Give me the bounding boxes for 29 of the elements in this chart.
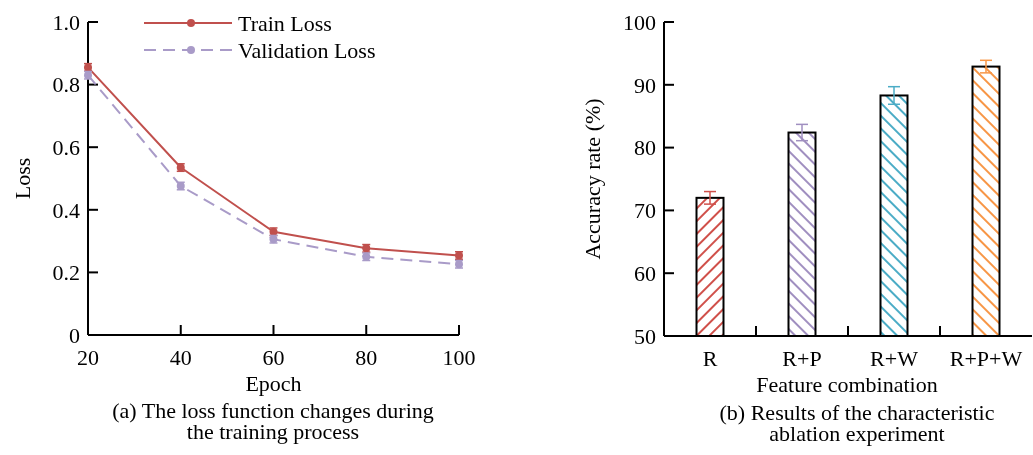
y-tick-label: 1.0 (52, 9, 80, 35)
x-tick-label: 100 (442, 345, 476, 370)
y-tick-label: 100 (623, 9, 656, 35)
x-tick-label: 40 (169, 345, 192, 370)
x-tick-label: R (702, 346, 718, 371)
x-tick-label: R+P (782, 346, 822, 371)
x-tick-label: R+W (870, 346, 919, 371)
y-tick-label: 0 (69, 322, 80, 348)
x-tick-label: R+P+W (949, 346, 1023, 371)
x-axis-title: Feature combination (756, 372, 938, 397)
y-tick-label: 0.2 (52, 260, 80, 286)
x-tick-label: 60 (262, 345, 285, 370)
y-tick-label: 60 (634, 260, 656, 286)
x-tick-label: 20 (77, 345, 99, 370)
text: (a) The loss function changes during the training process (112, 398, 434, 444)
x-axis-title: Epoch (245, 371, 302, 396)
y-axis-title: Loss (10, 157, 35, 200)
y-tick-label: 0.4 (52, 197, 80, 223)
y-tick-label: 50 (634, 323, 656, 349)
y-tick-label: 0.6 (52, 134, 80, 160)
y-tick-label: 90 (634, 72, 656, 98)
legend-label: Validation Loss (238, 37, 376, 63)
legend-label: Train Loss (238, 10, 332, 36)
y-axis-title: Accuracy rate (%) (580, 98, 605, 260)
x-tick-label: 80 (355, 345, 378, 370)
y-tick-label: 80 (634, 135, 656, 161)
text: (b) Results of the characteristic ablation experiment (719, 400, 995, 446)
y-tick-label: 0.8 (52, 72, 80, 98)
y-tick-label: 70 (634, 198, 656, 224)
